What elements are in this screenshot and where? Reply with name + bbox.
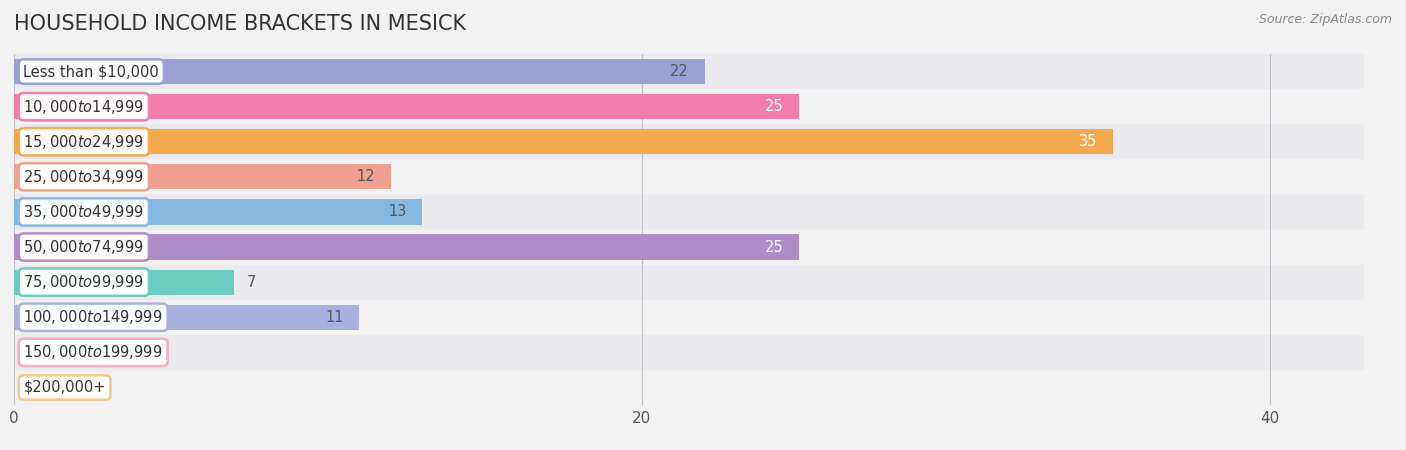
Text: 11: 11 [325, 310, 343, 325]
Text: 0: 0 [27, 380, 37, 395]
Bar [14, 335, 1364, 370]
Bar [14, 59, 704, 84]
Bar [14, 89, 1364, 124]
Bar [14, 159, 1364, 194]
Text: Less than $10,000: Less than $10,000 [24, 64, 159, 79]
Bar [14, 234, 799, 260]
Bar [14, 305, 360, 330]
Text: Source: ZipAtlas.com: Source: ZipAtlas.com [1258, 14, 1392, 27]
Bar [14, 270, 233, 295]
Bar [14, 54, 1364, 89]
Bar [14, 164, 391, 189]
Text: $100,000 to $149,999: $100,000 to $149,999 [24, 308, 163, 326]
Text: 22: 22 [671, 64, 689, 79]
Text: HOUSEHOLD INCOME BRACKETS IN MESICK: HOUSEHOLD INCOME BRACKETS IN MESICK [14, 14, 467, 33]
Text: 7: 7 [246, 274, 256, 290]
Bar [14, 370, 1364, 405]
Text: $15,000 to $24,999: $15,000 to $24,999 [24, 133, 145, 151]
Text: $10,000 to $14,999: $10,000 to $14,999 [24, 98, 145, 116]
Text: 25: 25 [765, 239, 783, 255]
Bar [14, 94, 799, 119]
Bar [14, 199, 422, 225]
Text: $200,000+: $200,000+ [24, 380, 105, 395]
Text: 13: 13 [388, 204, 406, 220]
Bar [14, 194, 1364, 230]
Text: $35,000 to $49,999: $35,000 to $49,999 [24, 203, 145, 221]
Bar [14, 124, 1364, 159]
Text: $50,000 to $74,999: $50,000 to $74,999 [24, 238, 145, 256]
Bar [14, 300, 1364, 335]
Text: $75,000 to $99,999: $75,000 to $99,999 [24, 273, 145, 291]
Text: 0: 0 [27, 345, 37, 360]
Bar [14, 265, 1364, 300]
Text: $25,000 to $34,999: $25,000 to $34,999 [24, 168, 145, 186]
Text: 12: 12 [356, 169, 375, 184]
Text: $150,000 to $199,999: $150,000 to $199,999 [24, 343, 163, 361]
Text: 25: 25 [765, 99, 783, 114]
Bar [14, 129, 1112, 154]
Text: 35: 35 [1078, 134, 1097, 149]
Bar [14, 230, 1364, 265]
